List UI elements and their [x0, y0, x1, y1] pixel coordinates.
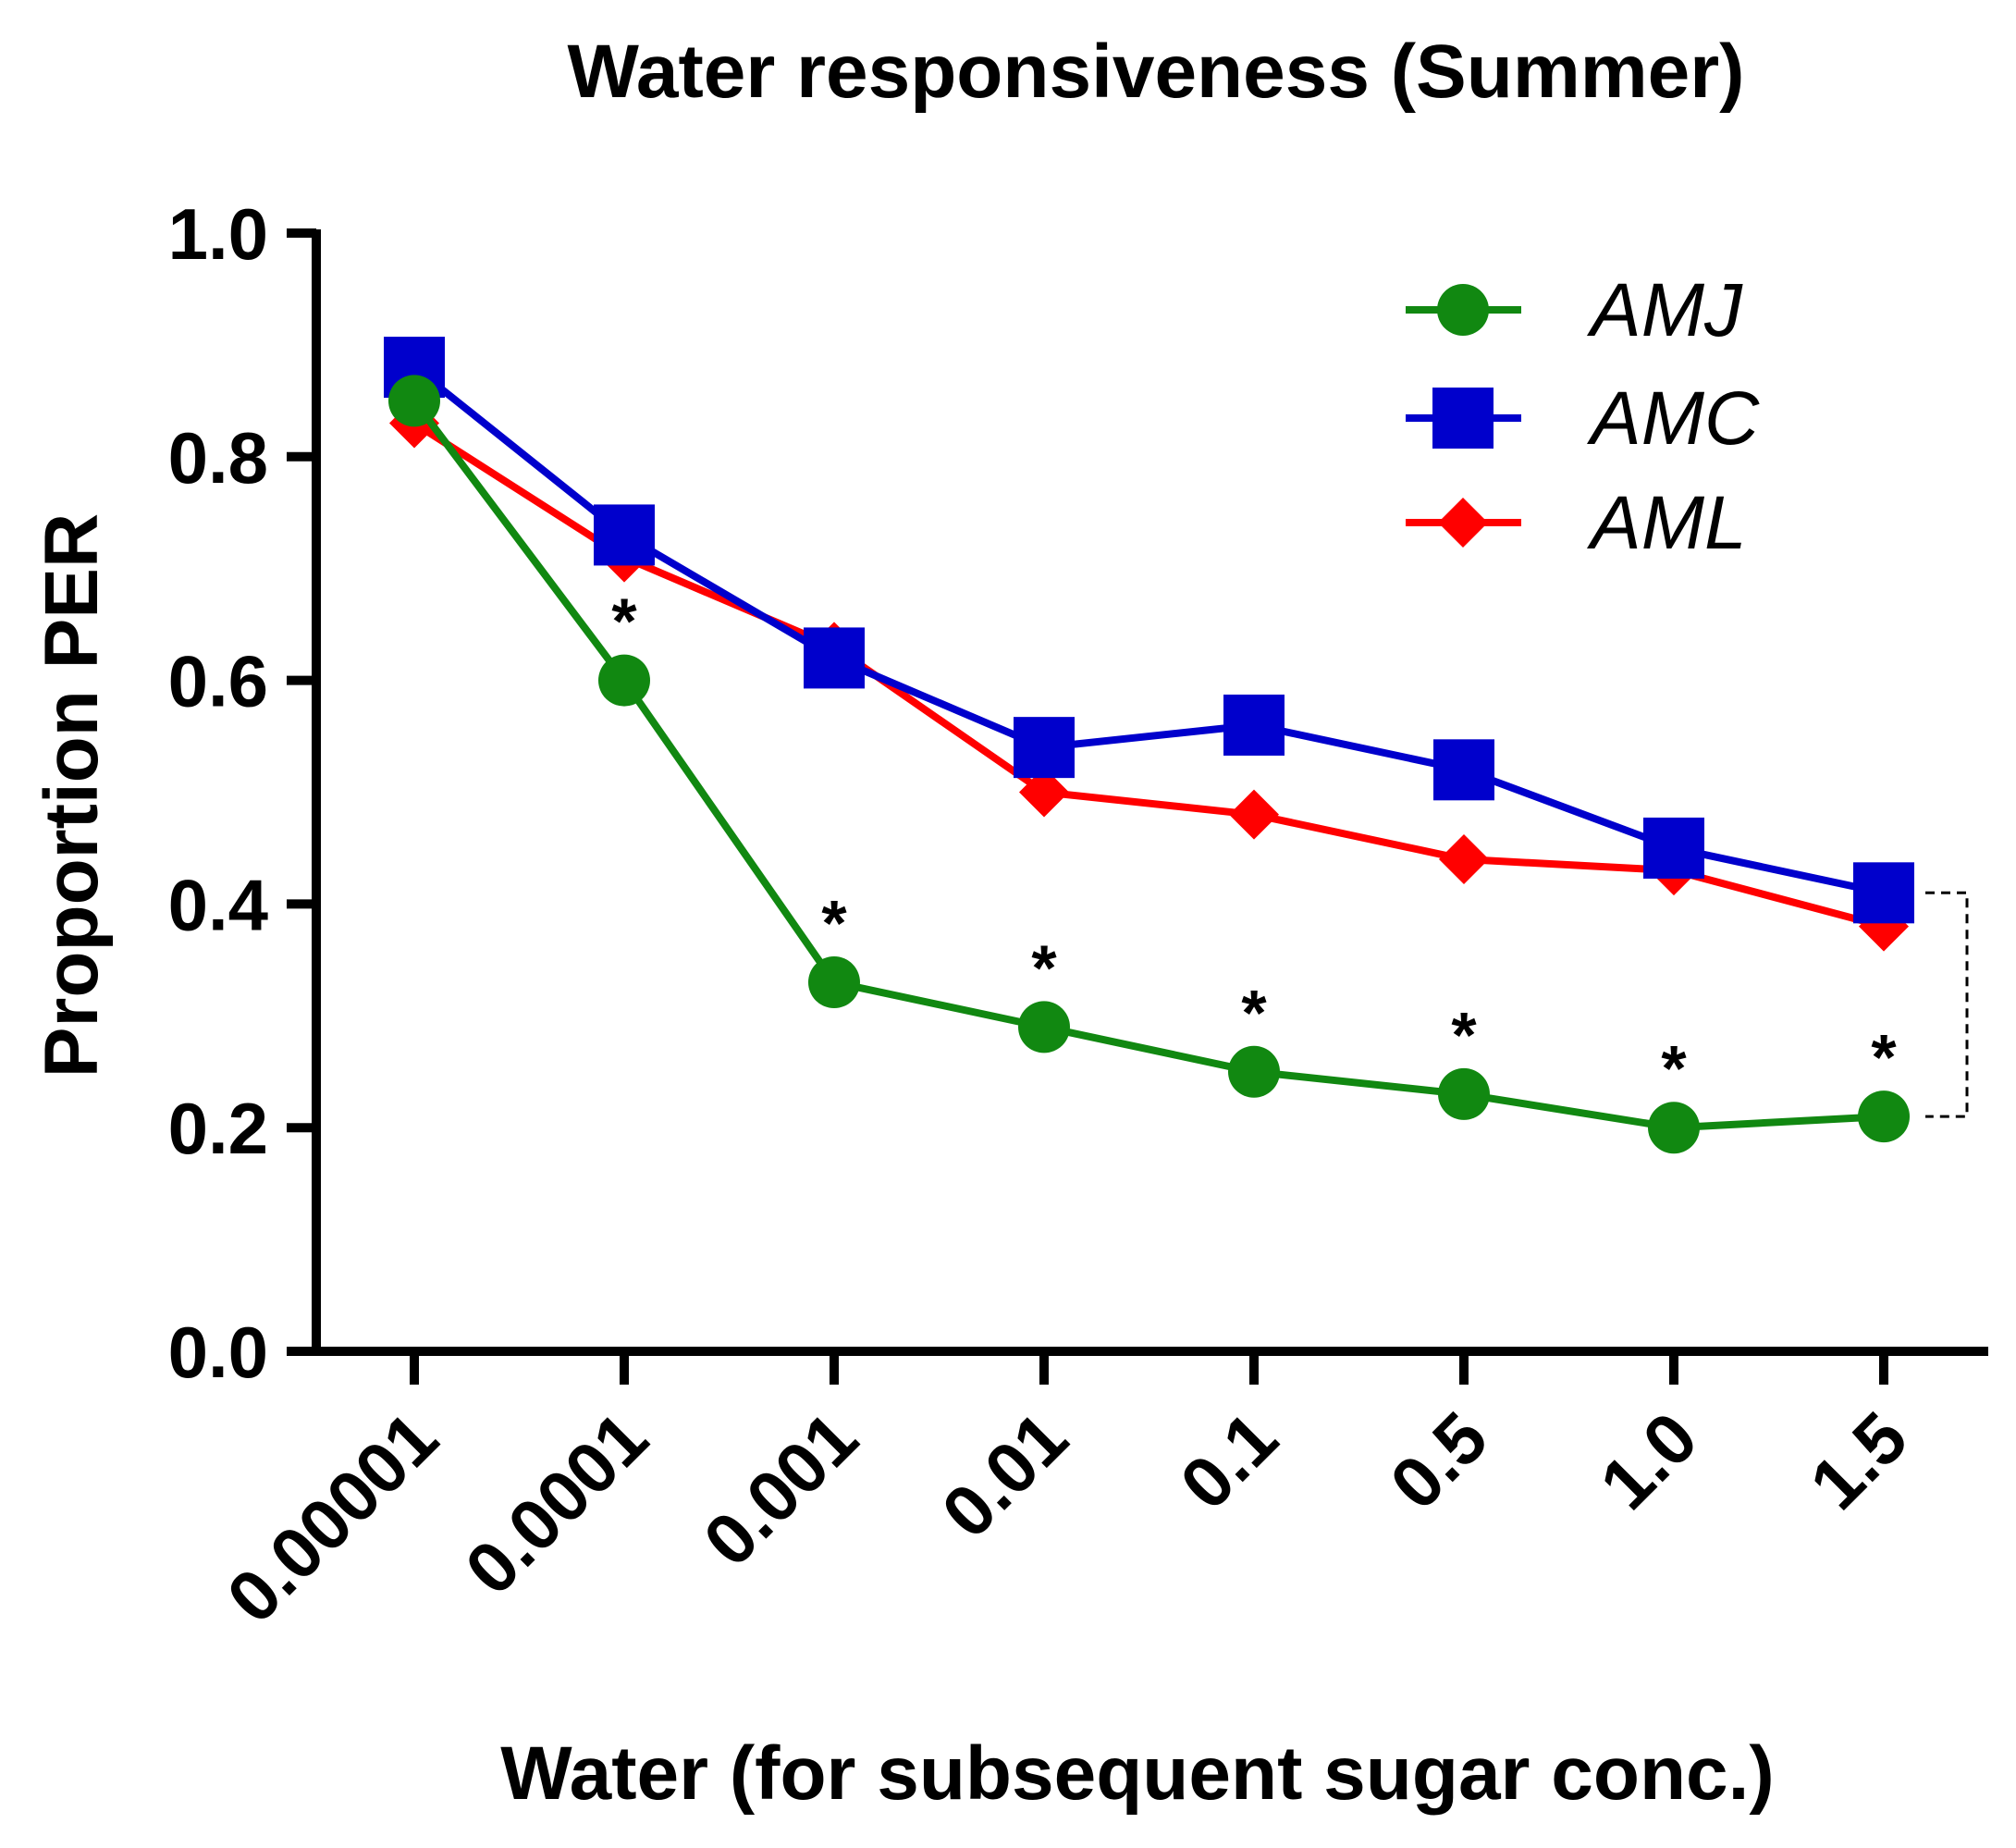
- data-point-amc: [1223, 694, 1285, 756]
- significance-asterisk: *: [611, 585, 637, 658]
- significance-asterisk: *: [1241, 977, 1267, 1049]
- data-point-amc: [1643, 817, 1704, 879]
- y-ticks: 0.0 0.2 0.4 0.6 0.8 1.0: [168, 193, 316, 1393]
- x-tick-label: 0.00001: [211, 1397, 453, 1639]
- bracket-line: [1925, 891, 1969, 1118]
- series-line-aml: [412, 420, 1886, 930]
- y-axis-label: Proportion PER: [30, 513, 114, 1078]
- legend-label-amc: AMC: [1586, 376, 1760, 461]
- legend-label-aml: AML: [1586, 481, 1747, 565]
- legend-marker-amj: [1437, 284, 1489, 336]
- significance-bracket: [1925, 891, 1969, 1118]
- data-point-amj: [1438, 1067, 1490, 1120]
- significance-asterisk: *: [1871, 1021, 1897, 1093]
- data-point-amj: [1228, 1045, 1280, 1098]
- data-point-aml: [1019, 767, 1069, 818]
- data-point-amj: [1858, 1090, 1910, 1143]
- x-tick-label: 0.001: [688, 1397, 873, 1582]
- data-point-amc: [1014, 717, 1075, 779]
- x-tick-label: 0.01: [926, 1397, 1083, 1554]
- y-axis-label-group: Proportion PER: [30, 513, 114, 1078]
- legend-item-amj: AMJ: [1406, 268, 1743, 352]
- significance-asterisk: *: [1451, 999, 1477, 1071]
- significance-asterisk: *: [1031, 931, 1057, 1004]
- y-tick-label: 0.4: [168, 864, 268, 945]
- data-point-amc: [594, 504, 655, 566]
- series-amc: [384, 337, 1914, 924]
- y-tick-label: 0.0: [168, 1312, 268, 1393]
- significance-asterisk: *: [1661, 1032, 1687, 1104]
- x-tick-label: 1.5: [1794, 1397, 1923, 1525]
- data-point-amj: [1018, 1001, 1070, 1053]
- series-amj: [388, 375, 1910, 1154]
- legend-marker-amc: [1432, 388, 1494, 449]
- x-tick-label: 0.0001: [449, 1397, 663, 1610]
- data-point-amj: [388, 375, 440, 427]
- significance-asterisk: *: [821, 887, 847, 959]
- data-point-amc: [1853, 862, 1914, 924]
- y-tick-label: 0.6: [168, 641, 268, 722]
- x-tick-label: 0.1: [1164, 1397, 1293, 1525]
- data-point-amj: [808, 956, 860, 1009]
- legend-item-amc: AMC: [1406, 376, 1760, 461]
- legend-item-aml: AML: [1406, 481, 1747, 565]
- series-line-amj: [411, 398, 1885, 1132]
- x-tick-label: 1.0: [1584, 1397, 1713, 1525]
- y-tick-label: 0.2: [168, 1088, 268, 1169]
- series-line-amc: [412, 363, 1885, 897]
- data-point-amc: [1433, 739, 1494, 801]
- data-point-aml: [1439, 834, 1489, 885]
- legend-marker-aml: [1438, 498, 1488, 548]
- series-layer: [384, 337, 1914, 1154]
- data-point-amj: [1648, 1102, 1700, 1154]
- data-point-amj: [598, 654, 650, 707]
- data-point-amc: [804, 627, 865, 689]
- x-axis-label: Water (for subsequent sugar conc.): [500, 1731, 1774, 1816]
- legend: AMJ AMC AML: [1406, 268, 1760, 565]
- data-point-aml: [1229, 789, 1279, 840]
- y-tick-label: 0.8: [168, 417, 268, 499]
- chart-title: Water responsiveness (Summer): [568, 30, 1745, 114]
- x-tick-label: 0.5: [1374, 1397, 1503, 1525]
- y-tick-label: 1.0: [168, 193, 268, 275]
- legend-label-amj: AMJ: [1586, 268, 1743, 352]
- significance-markers: * * * * * * *: [611, 585, 1897, 1105]
